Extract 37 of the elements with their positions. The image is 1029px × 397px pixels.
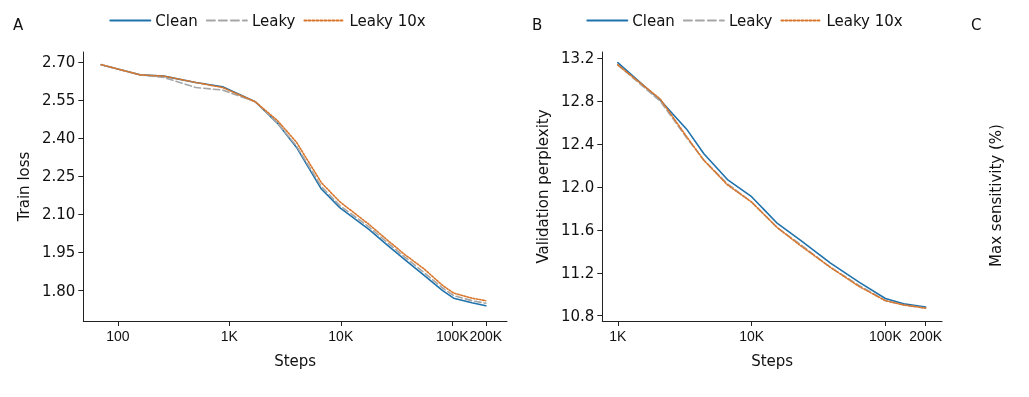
y-tick-label: 2.40: [41, 129, 76, 148]
y-tick-label: 2.55: [41, 91, 76, 110]
text: C: [971, 15, 982, 34]
y-tick-label: 1.95: [41, 243, 76, 262]
legend-label: Leaky: [728, 11, 773, 30]
legend-label: Leaky: [251, 11, 296, 30]
x-tick-label: 1K: [220, 328, 239, 344]
y-axis-title: Train loss: [14, 151, 33, 223]
text: Max sensitivity (%): [986, 124, 1005, 267]
y-tick-label: 2.10: [41, 205, 76, 224]
y-tick-label: 13.2: [560, 49, 595, 68]
legend-label: Clean: [155, 11, 198, 30]
chart-title: A: [13, 15, 24, 34]
x-tick-label: 100K: [869, 328, 903, 344]
x-axis-title: Steps: [751, 351, 794, 370]
y-tick-label: 12.0: [560, 178, 595, 197]
legend-label: Clean: [632, 11, 675, 30]
x-tick-label: 10K: [739, 328, 765, 344]
y-tick-label: 2.25: [41, 167, 76, 186]
y-tick-label: 12.4: [560, 135, 595, 154]
x-tick-label: 200K: [469, 328, 503, 344]
x-tick-label: 100: [106, 328, 130, 344]
y-tick-label: 2.70: [41, 53, 76, 72]
y-axis-title: Validation perplexity: [533, 109, 552, 264]
y-tick-label: 1.80: [41, 281, 76, 300]
x-tick-label: 10K: [328, 328, 354, 344]
legend-label: Leaky 10x: [826, 11, 903, 30]
x-axis-title: Steps: [274, 351, 317, 370]
chart-title: B: [532, 15, 543, 34]
x-tick-label: 100K: [435, 328, 470, 344]
y-tick-label: 11.6: [560, 220, 595, 239]
y-tick-label: 12.8: [560, 92, 595, 111]
y-tick-label: 11.2: [560, 263, 595, 282]
legend-label: Leaky 10x: [349, 11, 426, 30]
x-tick-label: 1K: [609, 328, 628, 344]
y-tick-label: 10.8: [560, 306, 595, 325]
x-tick-label: 200K: [909, 328, 943, 344]
